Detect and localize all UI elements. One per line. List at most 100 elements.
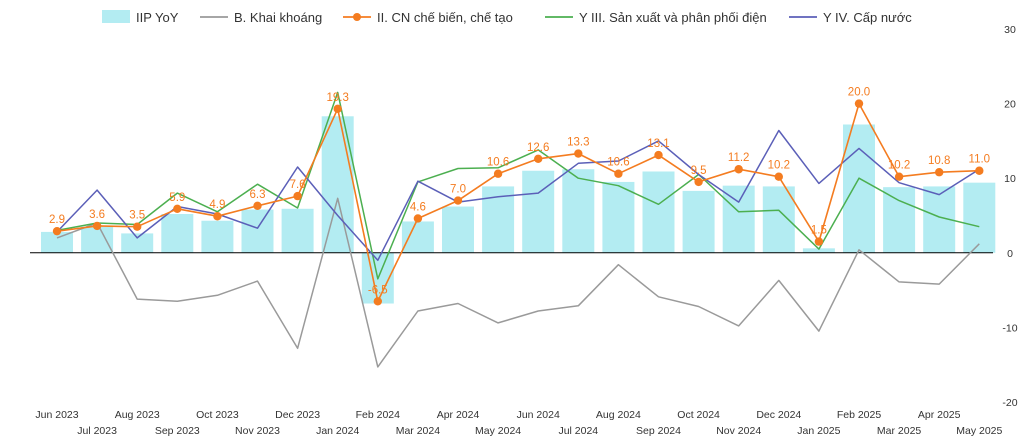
legend-item-4: Y IV. Cấp nước (789, 10, 912, 25)
marker-20 (854, 99, 864, 108)
legend-label-4: Y IV. Cấp nước (823, 10, 912, 25)
data-labels: 2.9 3.6 3.5 5.9 4.9 6.3 7.6 19.3 -6.5 4.6 7.0 10.6 1… (49, 87, 990, 297)
bar-18 (762, 186, 795, 253)
data-label-11: 10.6 (487, 157, 509, 169)
x-tick-label-0: Jun 2023 (35, 409, 78, 421)
marker-14 (614, 169, 623, 178)
line-series (56, 91, 980, 368)
data-label-8: -6.5 (368, 284, 388, 296)
bar-1 (81, 226, 114, 253)
bar-17 (722, 185, 755, 253)
x-tick-label-4: Oct 2023 (196, 409, 239, 421)
series-line-3 (56, 102, 980, 303)
bar-12 (522, 170, 555, 253)
marker-16 (694, 177, 703, 187)
x-tick-label-3: Sep 2023 (155, 425, 200, 437)
x-tick-label-5: Nov 2023 (235, 425, 280, 437)
x-tick-label-22: Apr 2025 (918, 409, 961, 421)
bar-23 (963, 182, 996, 253)
bar-14 (602, 181, 635, 253)
data-label-5: 6.3 (250, 189, 266, 201)
bar-6 (281, 208, 314, 253)
line-markers (52, 99, 984, 306)
bar-2 (121, 233, 154, 253)
marker-7 (333, 104, 342, 114)
y-axis: -20 -10 0 10 20 30 (1002, 24, 1017, 409)
x-axis: Jun 2023 Jul 2023 Aug 2023 Sep 2023 Oct 2023… (35, 409, 1002, 437)
marker-0 (52, 226, 62, 236)
data-label-18: 10.2 (768, 160, 790, 172)
bar-19 (802, 248, 835, 253)
marker-2 (133, 222, 142, 231)
bar-16 (682, 190, 715, 253)
series-line-0 (56, 197, 980, 368)
series-line-2 (56, 129, 980, 262)
data-label-10: 7.0 (450, 184, 466, 196)
y-tick-label-4: 20 (1004, 99, 1016, 111)
data-label-6: 7.6 (290, 179, 306, 191)
data-label-1: 3.6 (89, 209, 105, 221)
x-tick-label-14: Aug 2024 (596, 409, 641, 421)
data-label-14: 10.6 (607, 157, 629, 169)
bar-10 (442, 206, 474, 253)
bar-15 (642, 171, 675, 253)
data-label-3: 5.9 (169, 192, 185, 204)
x-tick-label-21: Mar 2025 (877, 425, 922, 437)
x-tick-label-19: Jan 2025 (797, 425, 840, 437)
marker-13 (574, 149, 583, 158)
legend-marker-2 (353, 13, 361, 21)
bar-7 (321, 116, 354, 253)
bar-13 (562, 169, 595, 253)
x-tick-label-12: Jun 2024 (517, 409, 560, 421)
legend-label-2: II. CN chế biến, chế tạo (377, 10, 513, 25)
marker-8 (373, 297, 382, 306)
marker-23 (975, 166, 984, 175)
marker-12 (534, 154, 543, 164)
data-label-19: 1.5 (811, 225, 827, 237)
y-tick-label-3: 10 (1004, 173, 1016, 185)
x-tick-label-23: May 2025 (956, 425, 1002, 437)
data-label-13: 13.3 (567, 137, 589, 149)
legend-item-3: Y III. Sản xuất và phân phối điện (545, 10, 767, 25)
x-tick-label-8: Feb 2024 (356, 409, 401, 421)
marker-5 (253, 201, 262, 211)
data-label-17: 11.2 (728, 152, 750, 164)
data-label-0: 2.9 (49, 214, 65, 226)
legend-item-2: II. CN chế biến, chế tạo (343, 10, 513, 25)
data-label-16: 9.5 (691, 165, 707, 177)
x-tick-label-9: Mar 2024 (396, 425, 441, 437)
y-tick-label-0: -20 (1002, 397, 1017, 409)
x-tick-label-17: Nov 2024 (716, 425, 761, 437)
marker-9 (413, 214, 423, 223)
x-tick-label-13: Jul 2024 (558, 425, 598, 437)
x-tick-label-16: Oct 2024 (677, 409, 720, 421)
marker-1 (92, 221, 102, 231)
y-tick-label-1: -10 (1002, 322, 1017, 334)
legend-item-1: B. Khai khoáng (200, 10, 322, 25)
marker-15 (654, 150, 663, 160)
data-label-2: 3.5 (129, 210, 145, 222)
marker-17 (734, 165, 743, 174)
data-label-23: 11.0 (969, 154, 991, 166)
marker-3 (173, 204, 182, 213)
data-label-15: 13.1 (647, 138, 669, 150)
bar-9 (401, 221, 434, 253)
x-tick-label-15: Sep 2024 (636, 425, 681, 437)
data-label-22: 10.8 (928, 155, 950, 167)
marker-11 (493, 169, 503, 178)
bar-5 (241, 209, 274, 253)
x-tick-label-20: Feb 2025 (837, 409, 882, 421)
x-tick-label-10: Apr 2024 (437, 409, 480, 421)
legend-item-0: IIP YoY (102, 10, 179, 25)
data-label-4: 4.9 (209, 199, 225, 211)
data-label-12: 12.6 (527, 142, 549, 154)
marker-6 (293, 191, 302, 201)
bar-20 (843, 124, 875, 253)
x-tick-label-7: Jan 2024 (316, 425, 359, 437)
data-label-7: 19.3 (327, 92, 349, 104)
legend-label-0: IIP YoY (136, 10, 179, 25)
x-tick-label-11: May 2024 (475, 425, 521, 437)
y-tick-label-2: 0 (1007, 248, 1013, 260)
marker-19 (814, 237, 824, 246)
x-tick-label-18: Dec 2024 (756, 409, 801, 421)
